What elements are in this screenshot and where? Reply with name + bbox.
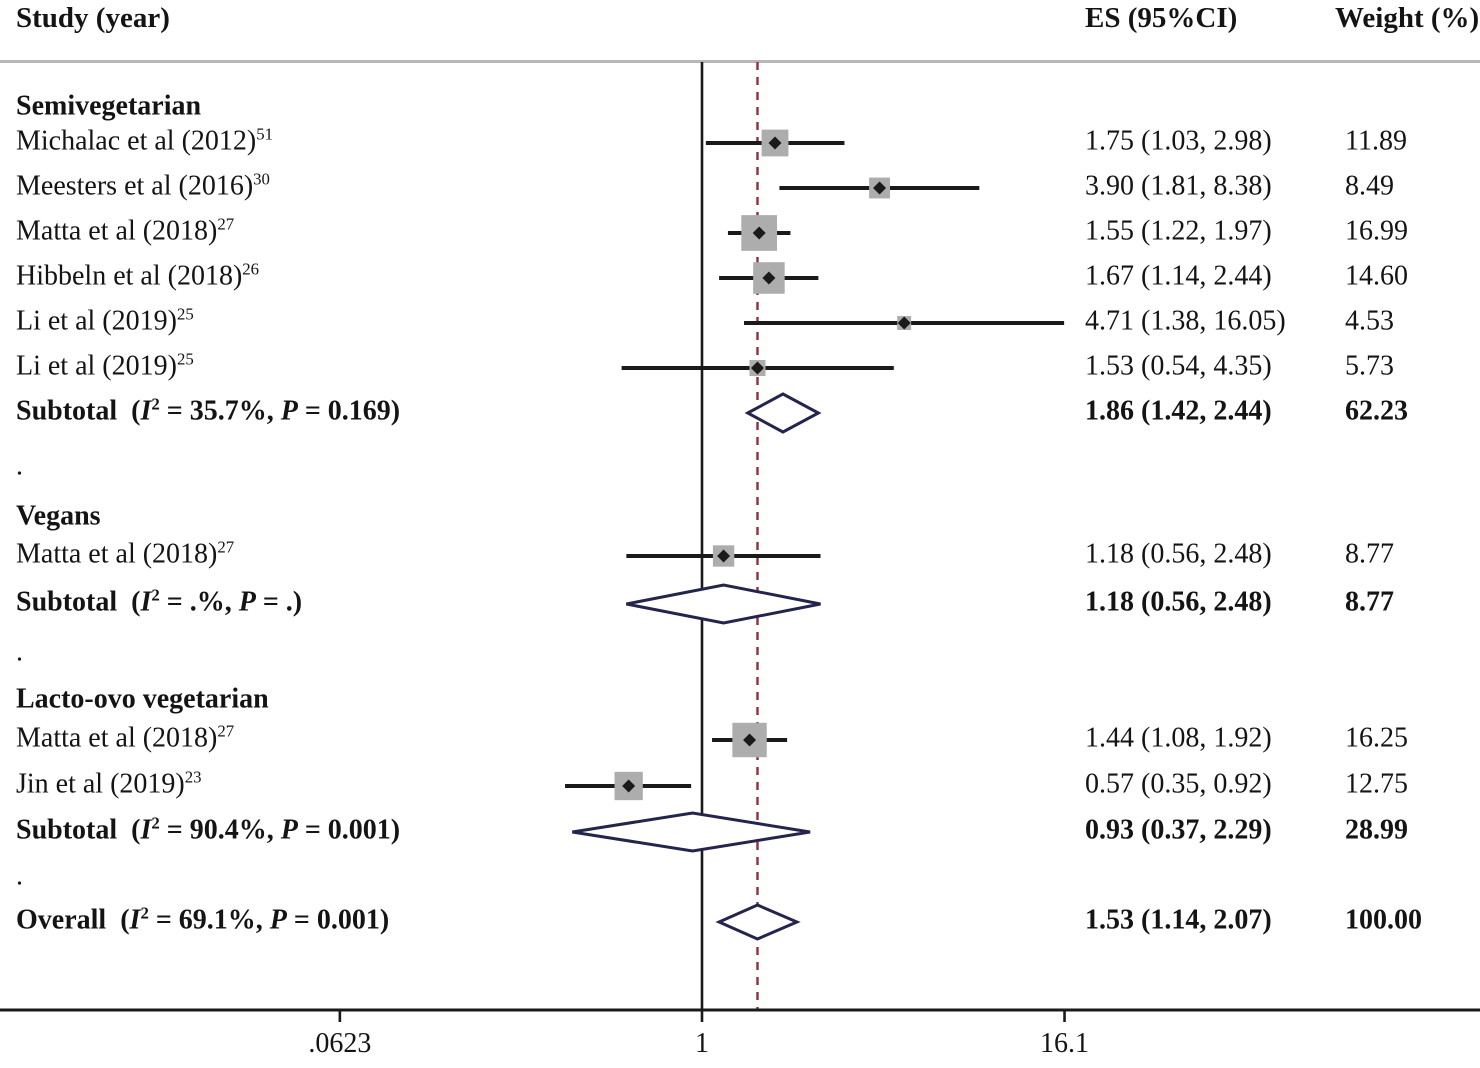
point-estimate-marker	[873, 181, 887, 195]
point-estimate-marker	[752, 226, 766, 240]
point-estimate-marker	[622, 779, 636, 793]
subtotal-diamond	[572, 811, 811, 853]
overall-diamond	[715, 903, 801, 941]
subtotal-diamond	[626, 583, 821, 625]
column-header-study: Study (year)	[16, 2, 170, 34]
header-divider	[0, 60, 1480, 63]
column-header-weight: Weight (%)	[1335, 2, 1480, 34]
column-header-es: ES (95%CI)	[1085, 2, 1238, 34]
point-estimate-marker	[750, 361, 764, 375]
point-estimate-marker	[762, 271, 776, 285]
subtotal-diamond	[744, 392, 822, 434]
point-estimate-marker	[768, 136, 782, 150]
point-estimate-marker	[897, 316, 911, 330]
point-estimate-marker	[743, 733, 757, 747]
point-estimate-marker	[717, 549, 731, 563]
